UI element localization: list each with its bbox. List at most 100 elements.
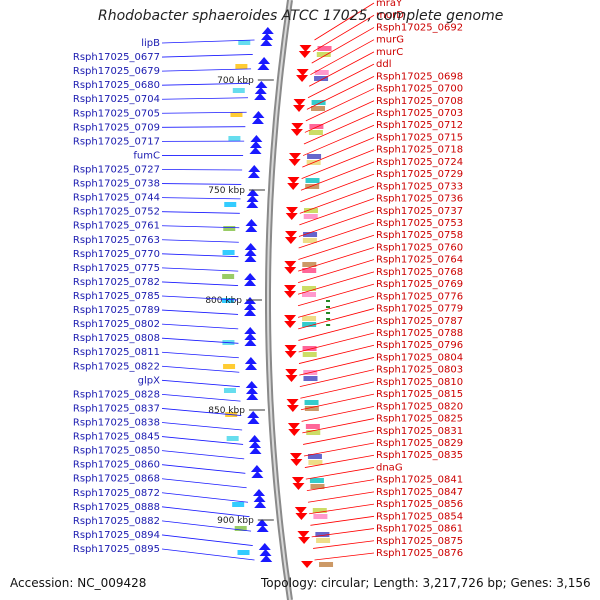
right-gene-label: Rsph17025_0820 [376,401,463,412]
right-gene-label: Rsph17025_0803 [376,365,463,376]
label-leader-line [312,14,375,52]
label-leader-line [297,295,375,318]
label-leader-line [310,515,375,526]
left-strand-gene [260,555,273,562]
marker-dot [326,306,331,308]
right-feature-block [307,154,322,159]
left-strand-gene [244,273,257,280]
left-gene-label: Rsph17025_0808 [73,333,160,344]
right-strand-gene [296,75,309,82]
right-feature-block [314,70,329,75]
right-gene-label: Rsph17025_0736 [376,194,463,205]
left-strand-gene [244,333,257,340]
left-strand-gene [246,201,259,208]
left-strand-gene [255,81,268,88]
right-gene-label: Rsph17025_0700 [376,84,463,95]
right-gene-label: Rsph17025_0875 [376,536,463,547]
label-leader-line [161,422,243,431]
left-strand-gene [244,303,257,310]
label-leader-line [161,379,240,388]
right-feature-block [305,424,320,429]
left-strand-gene [251,117,264,124]
left-gene-label: Rsph17025_0782 [73,277,160,288]
right-strand-gene [284,315,297,322]
label-leader-line [161,183,242,185]
left-feature-block [224,202,237,207]
label-leader-line [161,408,242,416]
right-feature-block [311,106,326,111]
right-gene-label: Rsph17025_0847 [376,487,463,498]
label-leader-line [313,540,375,549]
label-leader-line [299,369,375,388]
label-leader-line [161,169,243,171]
right-strand-gene [293,99,306,106]
left-gene-label: Rsph17025_0738 [73,179,160,190]
right-feature-block [309,478,324,483]
left-strand-gene [249,147,262,154]
right-strand-gene [301,561,314,568]
left-gene-label: Rsph17025_0744 [73,193,160,204]
left-gene-label: Rsph17025_0770 [73,249,160,260]
label-leader-line [297,283,375,307]
right-gene-label: murG [376,35,404,46]
left-strand-gene [245,363,258,370]
genome-title: Rhodobacter sphaeroides ATCC 17025, comp… [98,8,504,24]
right-strand-gene [284,321,297,328]
label-leader-line [299,185,375,214]
left-strand-gene [258,543,271,550]
label-leader-line [304,454,375,468]
left-gene-label: Rsph17025_0789 [73,305,160,316]
right-feature-block [305,184,320,189]
right-strand-gene [297,531,310,538]
right-gene-label: Rsph17025_0829 [376,438,463,449]
left-feature-block [230,112,243,117]
label-leader-line [161,97,249,100]
right-gene-label: Rsph17025_0804 [376,352,463,363]
right-strand-gene [284,285,297,292]
left-strand-gene [249,447,262,454]
left-strand-gene [244,243,257,250]
left-strand-gene [244,309,257,316]
left-feature-block [223,388,236,393]
label-leader-line [305,88,375,122]
left-gene-label: Rsph17025_0850 [73,446,160,457]
label-leader-line [311,27,375,64]
right-strand-gene [285,369,298,376]
right-gene-label: Rsph17025_0776 [376,291,463,302]
left-gene-label: Rsph17025_0705 [73,108,160,119]
label-leader-line [298,332,375,353]
right-feature-block [308,130,323,135]
left-strand-gene [245,387,258,394]
left-strand-gene [256,525,269,532]
right-gene-label: Rsph17025_0724 [376,157,463,168]
right-feature-block [316,538,331,543]
right-feature-block [302,352,317,357]
left-gene-label: Rsph17025_0845 [73,432,160,443]
left-gene-label: Rsph17025_0680 [73,80,160,91]
label-leader-line [301,149,375,180]
label-leader-line [161,436,244,445]
left-strand-gene [245,219,258,226]
left-strand-gene [249,141,262,148]
left-gene-label: Rsph17025_0822 [73,361,160,372]
right-strand-gene [289,153,302,160]
label-leader-line [161,211,240,214]
label-leader-line [302,124,375,156]
right-strand-gene [299,45,312,52]
left-feature-block [222,298,234,303]
right-strand-gene [285,213,298,220]
right-strand-gene [284,351,297,358]
label-leader-line [161,492,249,503]
label-leader-line [161,197,241,200]
label-leader-line [301,405,375,422]
right-strand-gene [291,477,304,484]
left-feature-block [232,88,245,93]
right-feature-block [302,292,317,297]
label-leader-line [161,351,239,359]
label-leader-line [161,126,246,128]
left-gene-label: Rsph17025_0895 [73,544,160,555]
right-gene-label: Rsph17025_0788 [376,328,463,339]
left-strand-gene [253,495,266,502]
right-strand-gene [285,375,298,382]
right-strand-gene [284,345,297,352]
